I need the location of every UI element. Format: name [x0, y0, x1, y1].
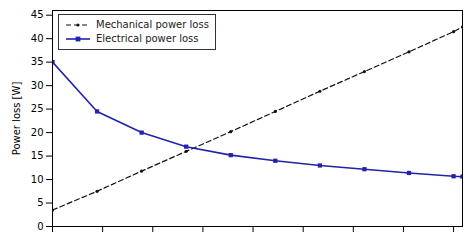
svg-text:20: 20	[31, 127, 44, 138]
svg-text:45: 45	[31, 9, 44, 20]
svg-text:30: 30	[31, 80, 44, 91]
svg-text:25: 25	[31, 103, 44, 114]
svg-text:40: 40	[31, 33, 44, 44]
svg-text:Power loss [W]: Power loss [W]	[11, 82, 22, 156]
svg-text:5: 5	[37, 197, 43, 208]
svg-text:0: 0	[37, 221, 43, 232]
svg-text:15: 15	[31, 150, 44, 161]
svg-text:10: 10	[31, 174, 44, 185]
html-text:Electrical power loss: Electrical power loss	[96, 33, 199, 44]
svg-text:35: 35	[31, 56, 44, 67]
html-text:Mechanical power loss: Mechanical power loss	[96, 19, 209, 30]
